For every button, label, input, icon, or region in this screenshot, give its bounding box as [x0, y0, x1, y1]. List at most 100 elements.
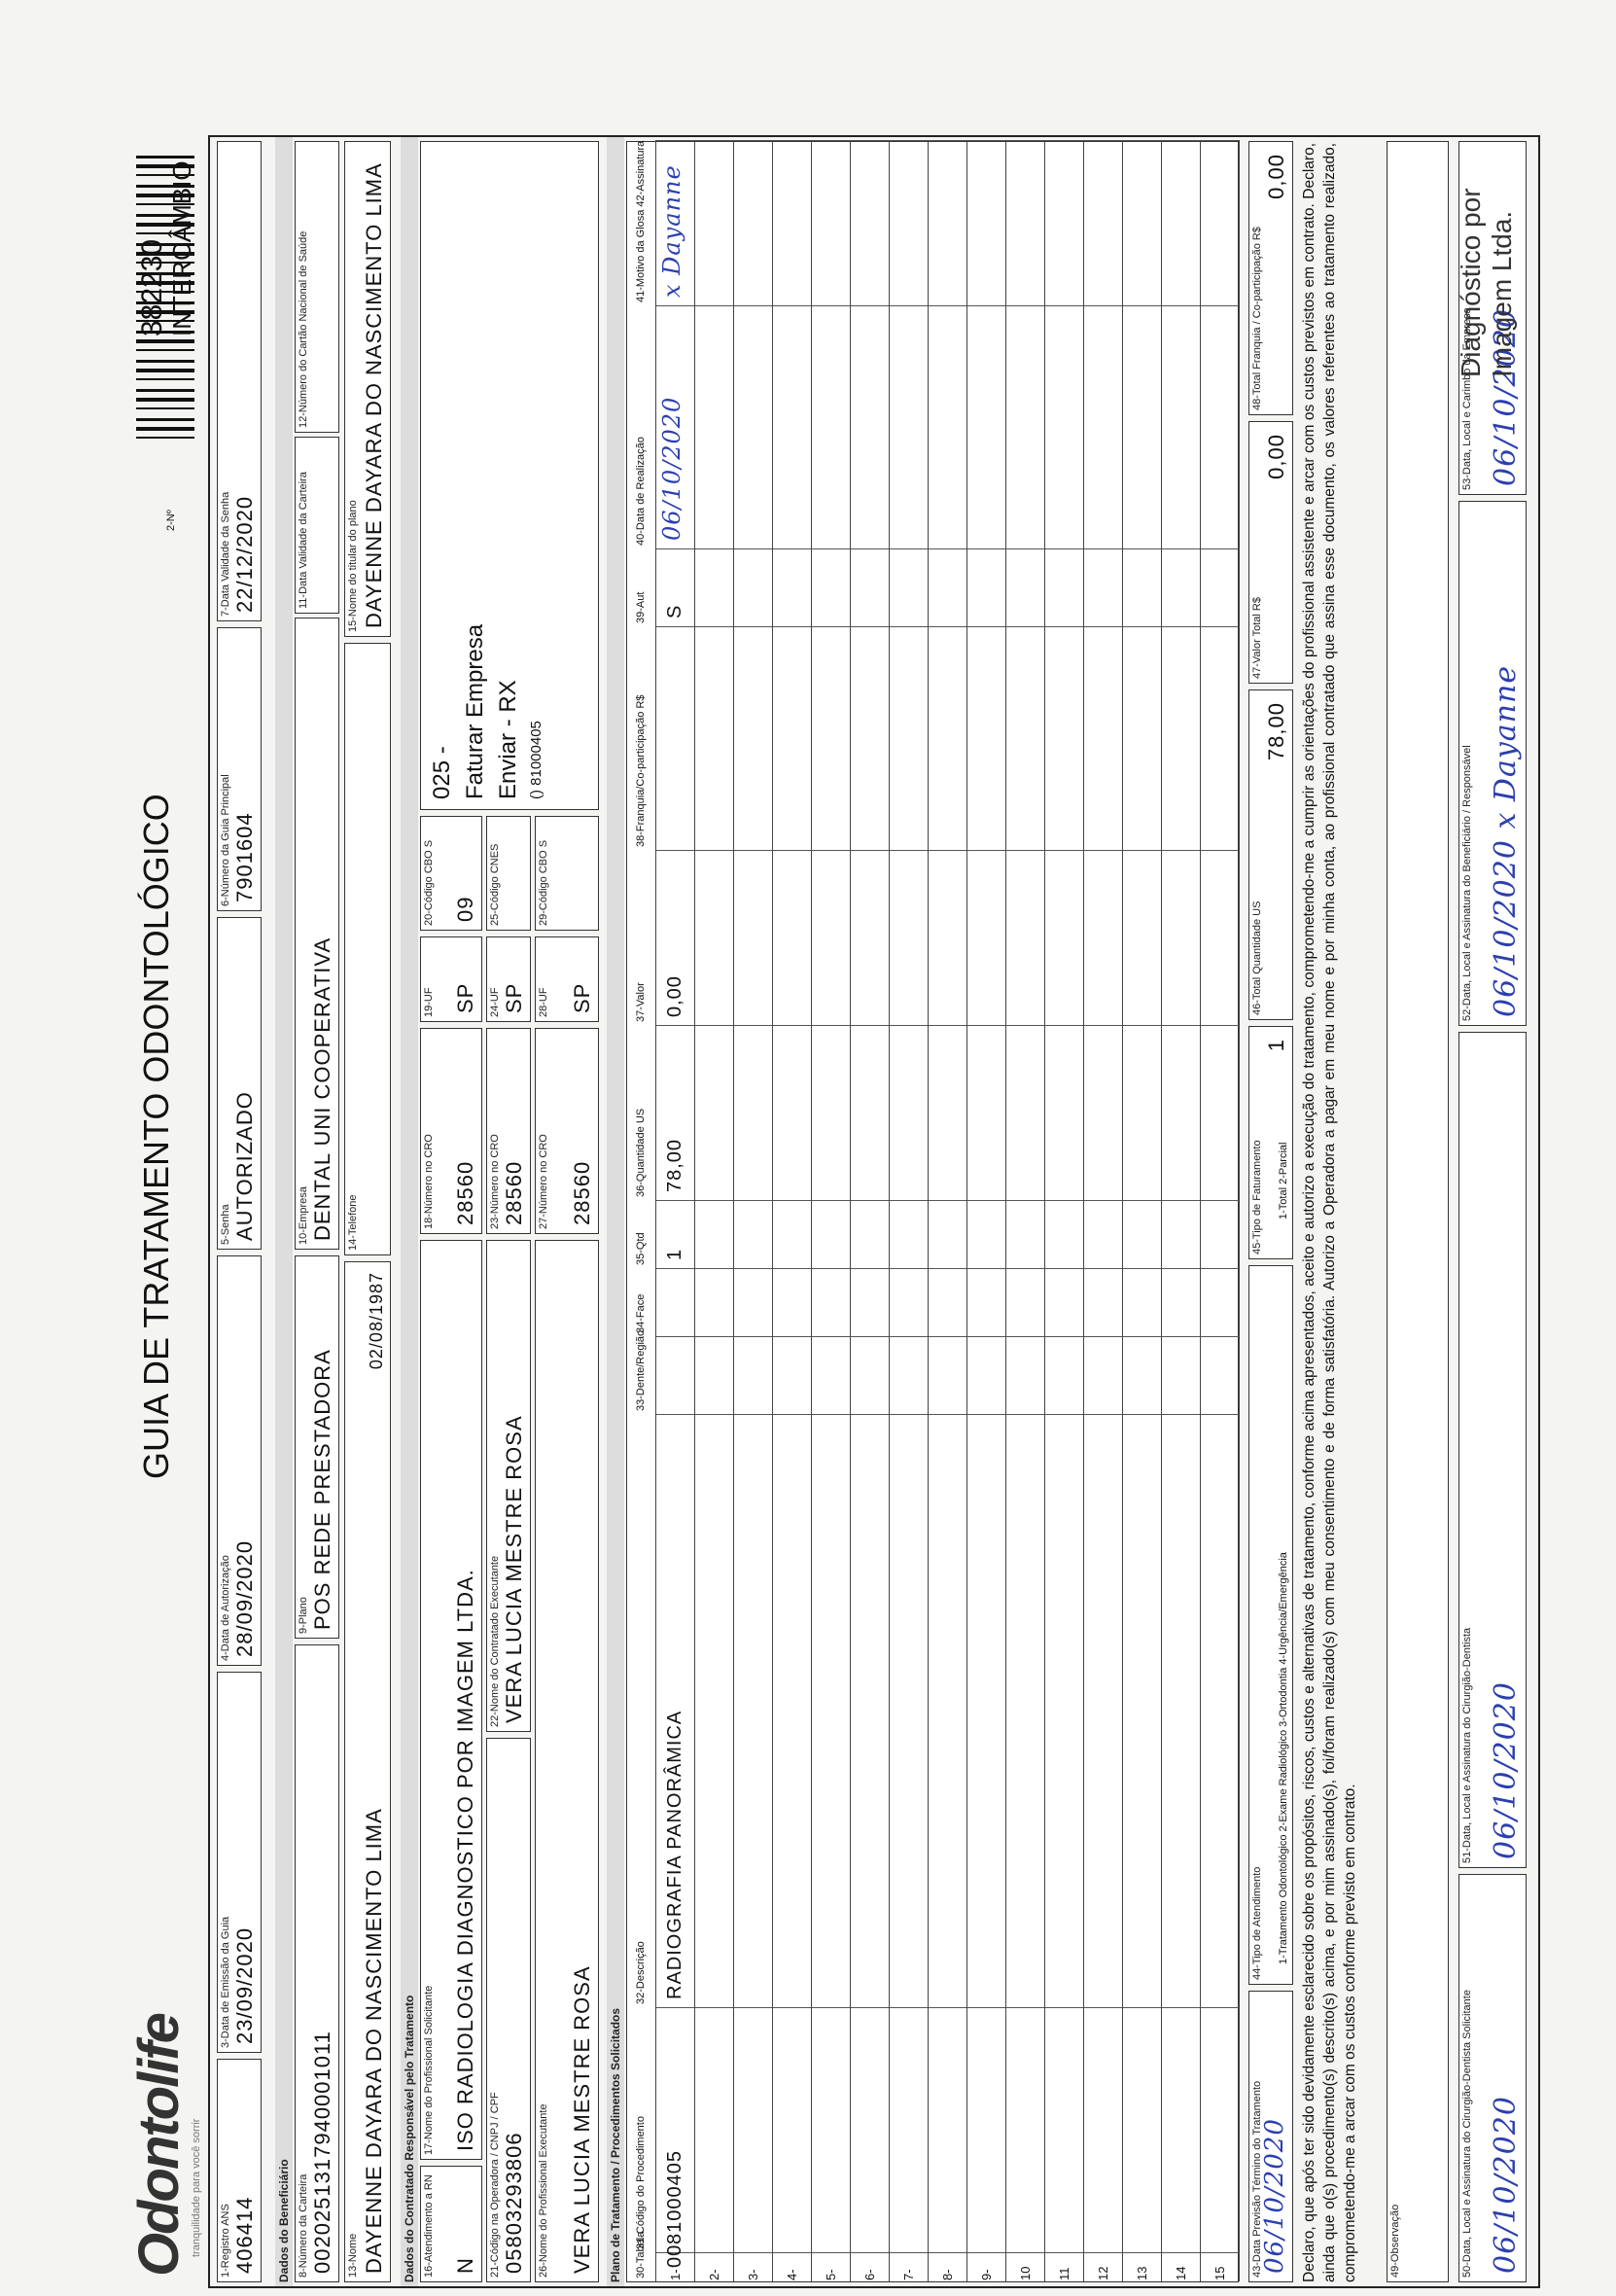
field-label: 4-Data de Autorização — [220, 1555, 231, 1661]
field-label: 28-UF — [538, 987, 549, 1017]
table-cell — [1084, 1268, 1122, 1336]
table-cell: 2- — [695, 2252, 733, 2281]
table-cell — [734, 1414, 772, 2007]
table-cell — [851, 1414, 889, 2007]
field-value: DENTAL UNI COOPERATIVA — [310, 936, 334, 1241]
table-cell — [734, 1025, 772, 1200]
table-cell — [967, 1200, 1005, 1268]
table-cell — [812, 1336, 850, 1414]
billing-note: 025 - Faturar Empresa Enviar - RX () 810004… — [420, 141, 599, 810]
table-cell — [773, 1414, 811, 2007]
table-cell — [929, 548, 966, 626]
field-label: 11-Data Validade da Carteira — [298, 472, 309, 609]
table-cell — [1123, 626, 1161, 850]
total-field: 45-Tipo de Faturamento 1 1-Total 2-Parcial — [1248, 1026, 1293, 1259]
table-cell — [1006, 548, 1044, 626]
table-cell — [1162, 548, 1200, 626]
table-cell: 9- — [967, 2252, 1005, 2281]
section-label: Dados do Beneficiário — [275, 137, 293, 2286]
table-cell — [1162, 626, 1200, 850]
table-cell — [773, 140, 811, 305]
barcode — [136, 147, 194, 439]
total-value: 1 — [1264, 1039, 1288, 1052]
procedure-row: 12 — [1084, 140, 1123, 2281]
table-cell — [1201, 1414, 1239, 2007]
table-cell — [695, 1414, 733, 2007]
row-number: 7- — [901, 2269, 916, 2280]
field-value: 406414 — [232, 2196, 257, 2274]
table-cell — [1162, 1336, 1200, 1414]
table-cell — [1123, 850, 1161, 1025]
field-label: 12-Número do Cartão Nacional de Saúde — [298, 230, 309, 428]
procedure-row: 4- — [773, 140, 812, 2281]
field-value: N — [453, 2257, 477, 2274]
table-cell — [851, 548, 889, 626]
bar-stripe — [136, 291, 194, 293]
section-label: Plano de Tratamento / Procedimentos Soli… — [607, 137, 624, 2286]
column-header: 37-Valor — [635, 982, 647, 1022]
table-cell — [967, 1025, 1005, 1200]
field-value: POS REDE PRESTADORA — [310, 1349, 334, 1630]
table-cell — [929, 1268, 966, 1336]
table-cell — [851, 626, 889, 850]
table-cell — [851, 1268, 889, 1336]
table-cell — [967, 548, 1005, 626]
billing-line: Faturar Empresa — [462, 623, 488, 799]
table-cell — [734, 305, 772, 548]
table-cell — [890, 850, 928, 1025]
bar-stripe — [136, 427, 194, 431]
table-cell — [1123, 1268, 1161, 1336]
table-cell — [1162, 850, 1200, 1025]
table-cell — [1006, 305, 1044, 548]
field-label: 10-Empresa — [298, 1186, 309, 1245]
bar-stripe — [136, 194, 194, 197]
field-label: 24-UF — [489, 987, 501, 1017]
field-label: 16-Atendimento a RN — [423, 2174, 435, 2278]
table-cell: 1 — [656, 1200, 694, 1268]
row-number: 15 — [1212, 2266, 1227, 2280]
table-cell — [1201, 1025, 1239, 1200]
table-cell — [773, 548, 811, 626]
field-value: 28560 — [570, 1160, 594, 1225]
field-label: 26-Nome do Profissional Executante — [538, 2103, 549, 2278]
bar-stripe — [136, 339, 194, 343]
field-label: 23-Número no CRO — [489, 1134, 501, 1229]
cell-value: RADIOGRAFIA PANORÂMICA — [664, 1710, 685, 1999]
table-cell — [1045, 1025, 1083, 1200]
field: 14-Telefone — [344, 643, 391, 1255]
field-value: 23/09/2020 — [232, 1926, 257, 2044]
table-cell — [890, 1336, 928, 1414]
table-cell: 3- — [734, 2252, 772, 2281]
row-number: 14 — [1174, 2266, 1188, 2280]
field-label: 15-Nome do titular do plano — [347, 500, 359, 632]
table-cell — [1084, 305, 1122, 548]
bar-stripe — [136, 272, 194, 275]
field-label: 9-Plano — [298, 1597, 309, 1634]
table-cell — [967, 2007, 1005, 2252]
table-cell — [1006, 140, 1044, 305]
bar-stripe — [136, 310, 194, 314]
table-cell — [851, 305, 889, 548]
signature-label: 51-Data, Local e Assinatura do Cirurgião… — [1461, 1627, 1473, 1863]
table-cell — [1162, 1025, 1200, 1200]
field-value: AUTORIZADO — [232, 1091, 257, 1241]
table-cell — [1006, 1268, 1044, 1336]
table-cell: 5- — [812, 2252, 850, 2281]
signature-value: 06/10/2020 — [1489, 2096, 1523, 2274]
table-cell — [1201, 2007, 1239, 2252]
table-cell: 7- — [890, 2252, 928, 2281]
field: 3-Data de Emissão da Guia 23/09/2020 — [217, 1672, 262, 2053]
table-cell — [1045, 1336, 1083, 1414]
field: 13-Nome DAYENNE DAYARA DO NASCIMENTO LIMA… — [344, 1261, 391, 2282]
table-cell — [773, 1200, 811, 1268]
table-cell — [1045, 626, 1083, 850]
table-cell — [1045, 1268, 1083, 1336]
table-cell: 6- — [851, 2252, 889, 2281]
bar-stripe — [136, 407, 194, 409]
table-cell — [1162, 1414, 1200, 2007]
table-cell — [1006, 1025, 1044, 1200]
total-note: 1-Tratamento Odontológico 2-Exame Radiol… — [1278, 1552, 1289, 1964]
table-cell — [695, 305, 733, 548]
